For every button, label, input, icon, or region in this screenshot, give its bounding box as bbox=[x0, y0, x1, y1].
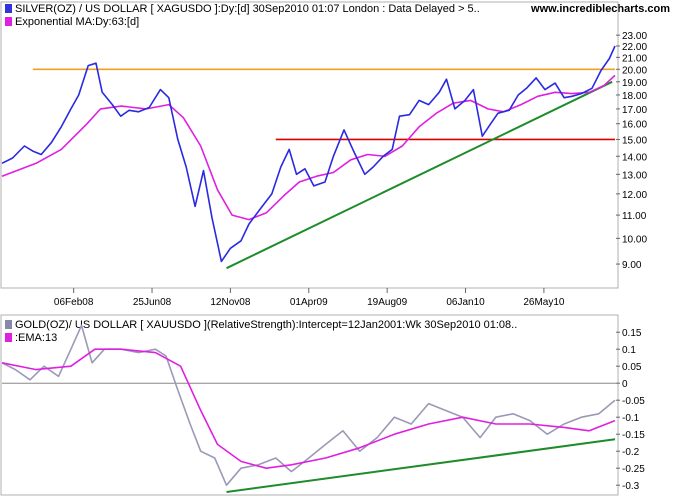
y-tick-label: 0 bbox=[622, 379, 628, 390]
y-tick-label: 17.00 bbox=[622, 105, 647, 116]
legend-swatch bbox=[5, 4, 12, 13]
ema-13-line bbox=[1, 348, 616, 470]
y-tick-label: 18.00 bbox=[622, 91, 647, 102]
y-tick-label: 13.00 bbox=[622, 170, 647, 181]
y-tick-label: 23.00 bbox=[622, 31, 647, 42]
y-tick-label: 11.00 bbox=[622, 211, 647, 222]
x-tick-label: 26May10 bbox=[523, 297, 565, 308]
y-tick-label: -0.1 bbox=[622, 413, 640, 424]
x-tick-label: 19Aug09 bbox=[367, 297, 407, 308]
legend-entry: GOLD(OZ)/ US DOLLAR [ XAUUSDO ](Relative… bbox=[15, 319, 517, 331]
date-x-axis: 06Feb08 25Jun08 12Nov08 01Apr09 19Aug09 06Jan… bbox=[54, 288, 565, 308]
legend-entry: Exponential MA:Dy:63:[d] bbox=[15, 16, 139, 28]
ema-63-line bbox=[1, 74, 616, 221]
trend-line bbox=[226, 80, 613, 270]
relative-strength-panel-frame bbox=[0, 314, 619, 496]
y-tick-label: -0.3 bbox=[622, 481, 640, 492]
y-tick-label: 12.00 bbox=[622, 190, 647, 201]
x-tick-label: 01Apr09 bbox=[290, 297, 328, 308]
y-tick-label: 20.00 bbox=[622, 65, 647, 76]
site-link[interactable]: www.incrediblecharts.com bbox=[530, 3, 670, 15]
price-panel-frame bbox=[0, 1, 619, 289]
y-tick-label: 19.00 bbox=[622, 78, 647, 89]
y-tick-label: 16.00 bbox=[622, 120, 647, 131]
price-legend: SILVER(OZ) / US DOLLAR [ XAGUSDO ]:Dy:[d… bbox=[5, 3, 480, 28]
y-tick-label: 14.00 bbox=[622, 152, 647, 163]
legend-swatch bbox=[5, 320, 12, 329]
silver-price-line bbox=[1, 45, 616, 263]
x-tick-label: 12Nov08 bbox=[210, 297, 250, 308]
x-tick-label: 06Jan10 bbox=[446, 297, 485, 308]
y-tick-label: -0.25 bbox=[622, 464, 645, 475]
legend-entry: SILVER(OZ) / US DOLLAR [ XAGUSDO ]:Dy:[d… bbox=[15, 3, 480, 15]
legend-swatch bbox=[5, 17, 12, 26]
relative-strength-y-axis: 0.15 0.1 0.05 0 -0.05 -0.1 -0.15 -0.2 -0.25 -0.3 bbox=[616, 328, 645, 492]
y-tick-label: 10.00 bbox=[622, 234, 647, 245]
y-tick-label: -0.15 bbox=[622, 430, 645, 441]
y-tick-label: 22.00 bbox=[622, 42, 647, 53]
trend-line bbox=[226, 438, 616, 493]
relative-strength-line bbox=[1, 324, 616, 487]
y-tick-label: -0.2 bbox=[622, 447, 640, 458]
relative-strength-series bbox=[1, 324, 616, 493]
price-series bbox=[1, 45, 616, 270]
x-tick-label: 06Feb08 bbox=[54, 297, 94, 308]
y-tick-label: 0.1 bbox=[622, 345, 636, 356]
y-tick-label: -0.05 bbox=[622, 396, 645, 407]
y-tick-label: 9.00 bbox=[622, 260, 642, 271]
legend-swatch bbox=[5, 333, 12, 342]
legend-entry: :EMA:13 bbox=[15, 332, 57, 344]
price-panel: SILVER(OZ) / US DOLLAR [ XAGUSDO ]:Dy:[d… bbox=[0, 1, 647, 308]
relative-strength-legend: GOLD(OZ)/ US DOLLAR [ XAUUSDO ](Relative… bbox=[5, 319, 517, 344]
relative-strength-panel: GOLD(OZ)/ US DOLLAR [ XAUUSDO ](Relative… bbox=[0, 314, 645, 496]
y-tick-label: 21.00 bbox=[622, 53, 647, 64]
x-tick-label: 25Jun08 bbox=[133, 297, 172, 308]
y-tick-label: 0.05 bbox=[622, 362, 642, 373]
y-tick-label: 15.00 bbox=[622, 135, 647, 146]
y-tick-label: 0.15 bbox=[622, 328, 642, 339]
